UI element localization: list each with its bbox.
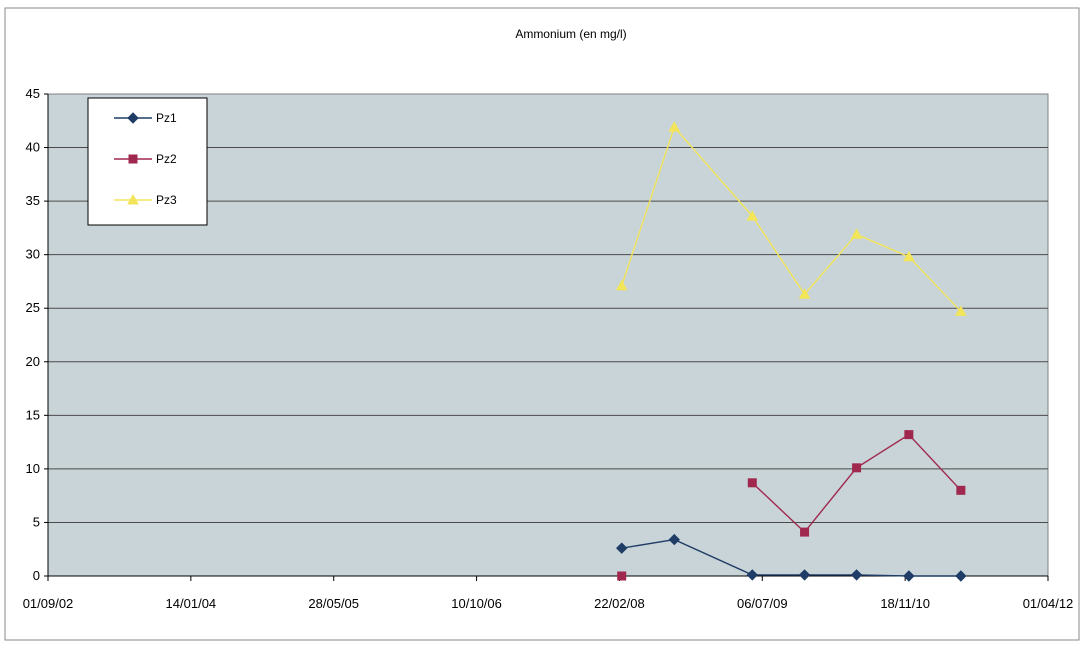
data-point-pz1: [903, 570, 915, 582]
plot-area: [47, 93, 1049, 577]
y-tick-label: 35: [26, 193, 40, 208]
chart-title: Ammonium (en mg/l): [515, 27, 626, 41]
legend-marker-pz2: [128, 154, 138, 164]
y-axis-ticks: 0 5 10 15 20 25 30 35 40 45: [26, 86, 49, 583]
x-tick-label: 01/04/12: [1023, 596, 1074, 611]
legend-label-pz3: Pz3: [156, 193, 177, 207]
data-point-pz2: [800, 527, 810, 537]
y-tick-label: 20: [26, 354, 40, 369]
legend-label-pz1: Pz1: [156, 111, 177, 125]
x-tick-label: 10/10/06: [451, 596, 502, 611]
x-tick-label: 28/05/05: [308, 596, 359, 611]
y-tick-label: 5: [33, 514, 40, 529]
data-point-pz1: [798, 569, 811, 581]
y-tick-label: 45: [26, 86, 40, 101]
y-tick-label: 10: [26, 461, 40, 476]
data-point-pz2: [956, 485, 966, 495]
data-point-pz1: [955, 570, 967, 582]
x-tick-label: 18/11/10: [880, 596, 930, 611]
series-pz2: [617, 430, 966, 581]
y-tick-label: 15: [26, 407, 40, 422]
x-axis-ticks: 01/09/02 14/01/04 28/05/05 10/10/06 22/02/08…: [23, 575, 1074, 611]
legend-marker-pz1: [127, 112, 139, 124]
x-tick-label: 01/09/02: [23, 596, 74, 611]
series-layer: [615, 121, 967, 582]
data-point-pz1: [850, 569, 863, 581]
data-point-pz2: [852, 463, 862, 473]
data-point-pz3: [798, 288, 811, 299]
data-point-pz1: [746, 569, 758, 581]
gridlines: [48, 147, 1048, 523]
series-pz1: [616, 533, 967, 582]
data-point-pz3: [668, 121, 681, 132]
x-tick-label: 22/02/08: [594, 596, 645, 611]
y-tick-label: 40: [26, 140, 40, 155]
data-point-pz3: [615, 279, 628, 291]
legend-marker-pz3: [127, 193, 139, 205]
y-tick-label: 0: [33, 568, 40, 583]
series-pz3: [615, 121, 967, 316]
data-point-pz2: [747, 478, 757, 488]
legend: Pz1 Pz2 Pz3: [87, 97, 208, 226]
data-point-pz3: [903, 250, 915, 262]
data-point-pz2: [904, 430, 914, 440]
data-point-pz2: [617, 571, 627, 581]
y-tick-label: 30: [26, 247, 40, 262]
legend-box: [87, 97, 208, 226]
data-point-pz3: [746, 210, 759, 221]
data-point-pz1: [616, 542, 628, 554]
data-point-pz3: [850, 228, 863, 239]
data-point-pz3: [955, 305, 967, 316]
y-tick-label: 25: [26, 300, 40, 315]
x-tick-label: 06/07/09: [737, 596, 788, 611]
legend-label-pz2: Pz2: [156, 152, 177, 166]
x-tick-label: 14/01/04: [166, 596, 217, 611]
data-point-pz1: [668, 533, 680, 546]
